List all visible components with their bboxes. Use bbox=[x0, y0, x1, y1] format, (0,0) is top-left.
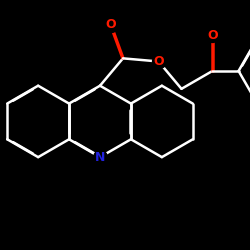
Text: O: O bbox=[207, 29, 218, 42]
Text: O: O bbox=[106, 18, 116, 31]
Text: N: N bbox=[95, 151, 105, 164]
Text: O: O bbox=[153, 55, 164, 68]
